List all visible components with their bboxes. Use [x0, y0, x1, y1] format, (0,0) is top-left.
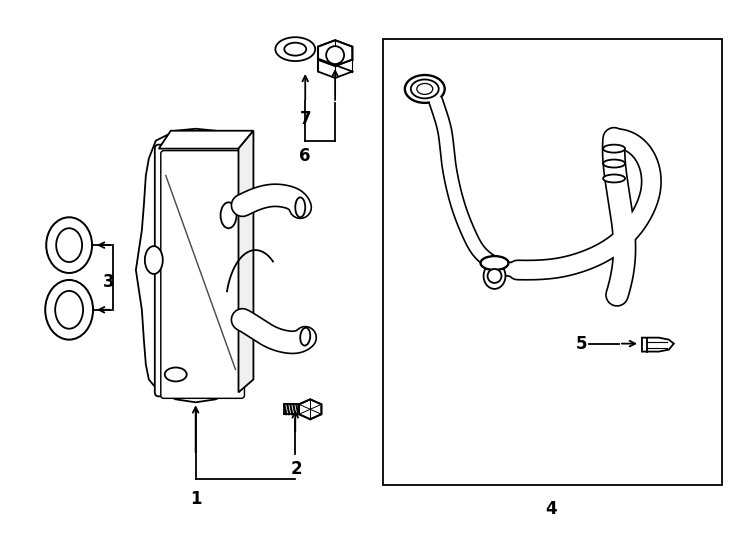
Ellipse shape — [220, 202, 236, 228]
Ellipse shape — [484, 263, 506, 289]
Text: 2: 2 — [291, 460, 302, 478]
Ellipse shape — [405, 75, 445, 103]
FancyBboxPatch shape — [155, 145, 242, 396]
Polygon shape — [239, 131, 253, 393]
Circle shape — [487, 269, 501, 283]
Polygon shape — [136, 129, 252, 402]
Ellipse shape — [55, 291, 83, 329]
Text: 6: 6 — [299, 146, 311, 165]
Ellipse shape — [284, 43, 306, 56]
Ellipse shape — [46, 280, 93, 340]
Ellipse shape — [411, 79, 439, 98]
Ellipse shape — [57, 228, 82, 262]
Bar — [383, 39, 722, 485]
Ellipse shape — [275, 37, 315, 61]
Polygon shape — [318, 40, 352, 66]
Ellipse shape — [603, 160, 625, 167]
Text: 4: 4 — [545, 500, 557, 518]
Circle shape — [326, 46, 344, 64]
FancyBboxPatch shape — [161, 151, 244, 399]
Ellipse shape — [295, 198, 305, 217]
Text: 7: 7 — [299, 110, 311, 128]
Ellipse shape — [300, 328, 310, 346]
Ellipse shape — [145, 246, 163, 274]
Polygon shape — [642, 338, 674, 352]
Ellipse shape — [417, 84, 433, 94]
Ellipse shape — [603, 145, 625, 153]
Ellipse shape — [481, 256, 509, 270]
Polygon shape — [159, 131, 253, 149]
Text: 5: 5 — [575, 335, 587, 353]
Ellipse shape — [164, 368, 186, 381]
Polygon shape — [299, 400, 321, 419]
Text: 3: 3 — [103, 273, 115, 291]
Ellipse shape — [603, 174, 625, 183]
Text: 1: 1 — [190, 490, 201, 508]
Ellipse shape — [46, 217, 92, 273]
